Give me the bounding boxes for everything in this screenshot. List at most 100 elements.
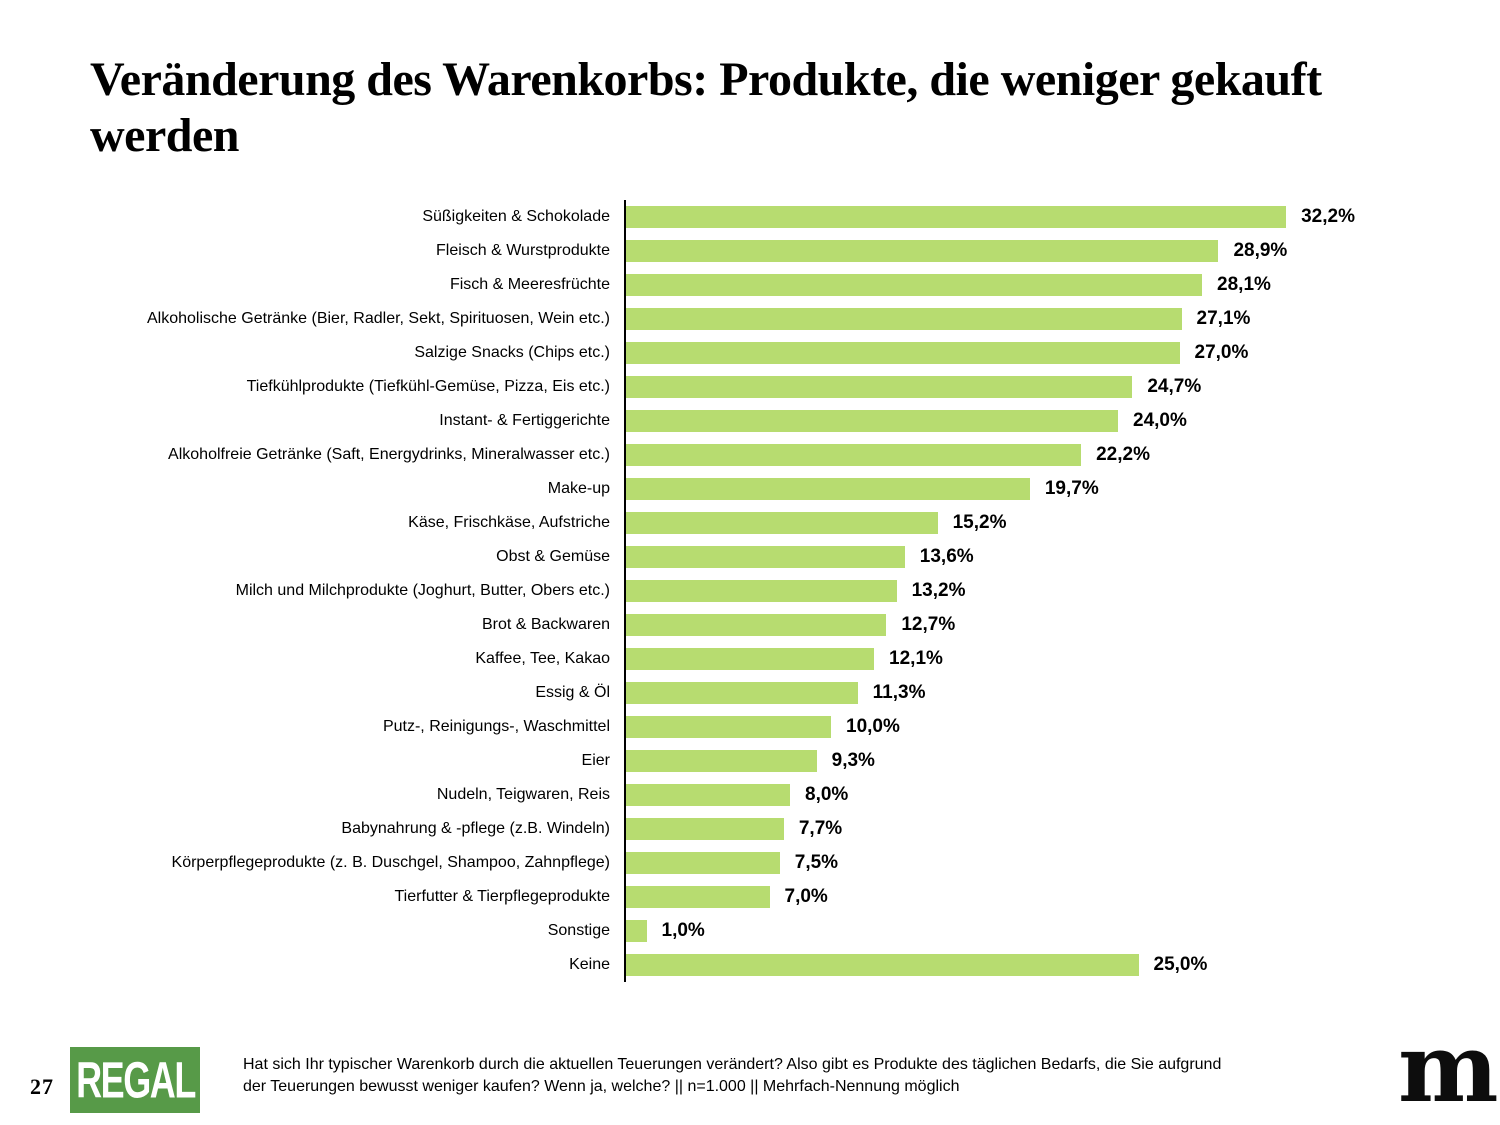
- category-label: Süßigkeiten & Schokolade: [422, 208, 610, 225]
- value-label: 1,0%: [661, 920, 705, 941]
- bar-row: Obst & Gemüse 13,6%: [80, 540, 1490, 574]
- bar: [626, 885, 770, 909]
- bar: [626, 681, 858, 705]
- survey-question-footnote: Hat sich Ihr typischer Warenkorb durch d…: [243, 1054, 1403, 1098]
- bar-chart: Süßigkeiten & Schokolade 32,2% Fleisch & W…: [80, 200, 1490, 982]
- value-label: 27,0%: [1194, 342, 1249, 363]
- category-label: Kaffee, Tee, Kakao: [475, 650, 610, 667]
- bar-area: 7,7%: [624, 812, 1490, 846]
- value-label: 25,0%: [1153, 954, 1208, 975]
- bar-row: Fisch & Meeresfrüchte 28,1%: [80, 268, 1490, 302]
- bar-area: 13,2%: [624, 574, 1490, 608]
- category-label: Nudeln, Teigwaren, Reis: [436, 786, 610, 803]
- bar: [626, 715, 831, 739]
- bar-area: 27,0%: [624, 336, 1490, 370]
- regal-logo-text: REGAL: [75, 1051, 196, 1109]
- bar-row: Tiefkühlprodukte (Tiefkühl-Gemüse, Pizza…: [80, 370, 1490, 404]
- value-label: 12,7%: [901, 614, 956, 635]
- bar-row: Fleisch & Wurstprodukte 28,9%: [80, 234, 1490, 268]
- bar-area: 1,0%: [624, 914, 1490, 948]
- category-label: Essig & Öl: [535, 684, 610, 701]
- category-label: Fisch & Meeresfrüchte: [449, 276, 610, 293]
- value-label: 24,7%: [1147, 376, 1202, 397]
- bar-area: 22,2%: [624, 438, 1490, 472]
- value-label: 7,0%: [784, 886, 828, 907]
- bar-row: Kaffee, Tee, Kakao 12,1%: [80, 642, 1490, 676]
- marketagent-logo-letter: m: [1398, 1013, 1499, 1124]
- bar-area: 9,3%: [624, 744, 1490, 778]
- bar-row: Milch und Milchprodukte (Joghurt, Butter…: [80, 574, 1490, 608]
- bar: [626, 545, 905, 569]
- category-label: Salzige Snacks (Chips etc.): [414, 344, 610, 361]
- category-label: Alkoholfreie Getränke (Saft, Energydrink…: [168, 446, 610, 463]
- category-label: Keine: [569, 956, 610, 973]
- footnote-line-2: der Teuerungen bewusst weniger kaufen? W…: [243, 1078, 960, 1095]
- bar-row: Alkoholische Getränke (Bier, Radler, Sek…: [80, 302, 1490, 336]
- value-label: 13,6%: [919, 546, 974, 567]
- bar-area: 28,1%: [624, 268, 1490, 302]
- bar: [626, 953, 1139, 977]
- value-label: 12,1%: [889, 648, 943, 669]
- value-label: 7,7%: [798, 818, 843, 839]
- category-label: Putz-, Reinigungs-, Waschmittel: [382, 718, 610, 735]
- bar-row: Nudeln, Teigwaren, Reis 8,0%: [80, 778, 1490, 812]
- category-label: Sonstige: [547, 922, 610, 939]
- category-label: Instant- & Fertiggerichte: [439, 412, 610, 429]
- bar-row: Salzige Snacks (Chips etc.) 27,0%: [80, 336, 1490, 370]
- value-label: 22,2%: [1096, 444, 1150, 465]
- value-label: 28,9%: [1233, 240, 1288, 261]
- category-label: Alkoholische Getränke (Bier, Radler, Sek…: [146, 310, 610, 327]
- bar-area: 7,5%: [624, 846, 1490, 880]
- bar: [626, 273, 1203, 297]
- bar-row: Babynahrung & -pflege (z.B. Windeln) 7,7%: [80, 812, 1490, 846]
- bar: [626, 783, 790, 807]
- bar-area: 10,0%: [624, 710, 1490, 744]
- value-label: 7,5%: [794, 852, 839, 873]
- bar-area: 8,0%: [624, 778, 1490, 812]
- page-number: 27: [30, 1074, 54, 1099]
- bar-area: 24,7%: [624, 370, 1490, 404]
- marketagent-logo: m: [1398, 1013, 1500, 1124]
- bar-row: Sonstige 1,0%: [80, 914, 1490, 948]
- value-label: 24,0%: [1133, 410, 1187, 431]
- bar-area: 7,0%: [624, 880, 1490, 914]
- bar: [626, 443, 1082, 467]
- bar-area: 27,1%: [624, 302, 1490, 336]
- value-label: 28,1%: [1217, 274, 1271, 295]
- category-label: Eier: [581, 752, 610, 769]
- category-label: Körperpflegeprodukte (z. B. Duschgel, Sh…: [171, 854, 610, 871]
- bar-row: Eier 9,3%: [80, 744, 1490, 778]
- category-label: Fleisch & Wurstprodukte: [436, 242, 610, 259]
- bar-area: 13,6%: [624, 540, 1490, 574]
- bar-area: 25,0%: [624, 948, 1490, 982]
- category-label: Käse, Frischkäse, Aufstriche: [408, 514, 610, 531]
- bar-rows: Süßigkeiten & Schokolade 32,2% Fleisch & W…: [80, 200, 1490, 982]
- bar-row: Make-up 19,7%: [80, 472, 1490, 506]
- bar-area: 12,1%: [624, 642, 1490, 676]
- value-label: 27,1%: [1196, 308, 1251, 329]
- bar: [626, 579, 897, 603]
- bar-area: 12,7%: [624, 608, 1490, 642]
- regal-logo: REGAL: [70, 1047, 200, 1113]
- footnote-line-1: Hat sich Ihr typischer Warenkorb durch d…: [243, 1056, 1222, 1073]
- bar: [626, 851, 780, 875]
- category-label: Babynahrung & -pflege (z.B. Windeln): [341, 820, 610, 837]
- value-label: 19,7%: [1044, 478, 1099, 499]
- bar-area: 15,2%: [624, 506, 1490, 540]
- bar: [626, 307, 1182, 331]
- value-label: 11,3%: [872, 682, 926, 703]
- bar: [626, 749, 817, 773]
- category-label: Milch und Milchprodukte (Joghurt, Butter…: [235, 582, 610, 599]
- bar-row: Tierfutter & Tierpflegeprodukte 7,0%: [80, 880, 1490, 914]
- bar-row: Essig & Öl 11,3%: [80, 676, 1490, 710]
- value-label: 10,0%: [846, 716, 900, 737]
- bar: [626, 817, 784, 841]
- category-label: Tiefkühlprodukte (Tiefkühl-Gemüse, Pizza…: [246, 378, 610, 395]
- bar-area: 19,7%: [624, 472, 1490, 506]
- category-label: Obst & Gemüse: [496, 548, 610, 565]
- category-label: Tierfutter & Tierpflegeprodukte: [394, 888, 610, 905]
- value-label: 15,2%: [952, 512, 1007, 533]
- bar: [626, 919, 647, 943]
- bar-area: 11,3%: [624, 676, 1490, 710]
